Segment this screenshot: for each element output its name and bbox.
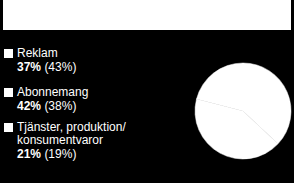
legend-item: Reklam37% (43%) — [4, 47, 154, 74]
legend-label: Abonnemang — [17, 86, 142, 99]
header-band — [3, 0, 291, 30]
chart: Reklam37% (43%) Abonnemang42% (38%) Tjänst… — [0, 0, 294, 183]
prior-label: (38%) — [44, 99, 76, 113]
legend-label: Reklam — [17, 47, 142, 60]
value-line: 21% (19%) — [17, 148, 154, 161]
data-label: 37% — [17, 60, 41, 74]
pie-slice — [197, 63, 243, 111]
legend-swatch — [4, 49, 13, 58]
value-line: 37% (43%) — [17, 61, 154, 74]
legend-swatch — [4, 123, 13, 132]
prior-label: (43%) — [44, 60, 76, 74]
data-label: 21% — [17, 147, 41, 161]
prior-label: (19%) — [44, 147, 76, 161]
legend-item: Abonnemang42% (38%) — [4, 86, 154, 113]
legend-item: Tjänster, produktion/ konsumentvaror21% … — [4, 121, 154, 161]
value-line: 42% (38%) — [17, 100, 154, 113]
legend-label: Tjänster, produktion/ konsumentvaror — [17, 121, 142, 147]
data-label: 42% — [17, 99, 41, 113]
legend-swatch — [4, 88, 13, 97]
